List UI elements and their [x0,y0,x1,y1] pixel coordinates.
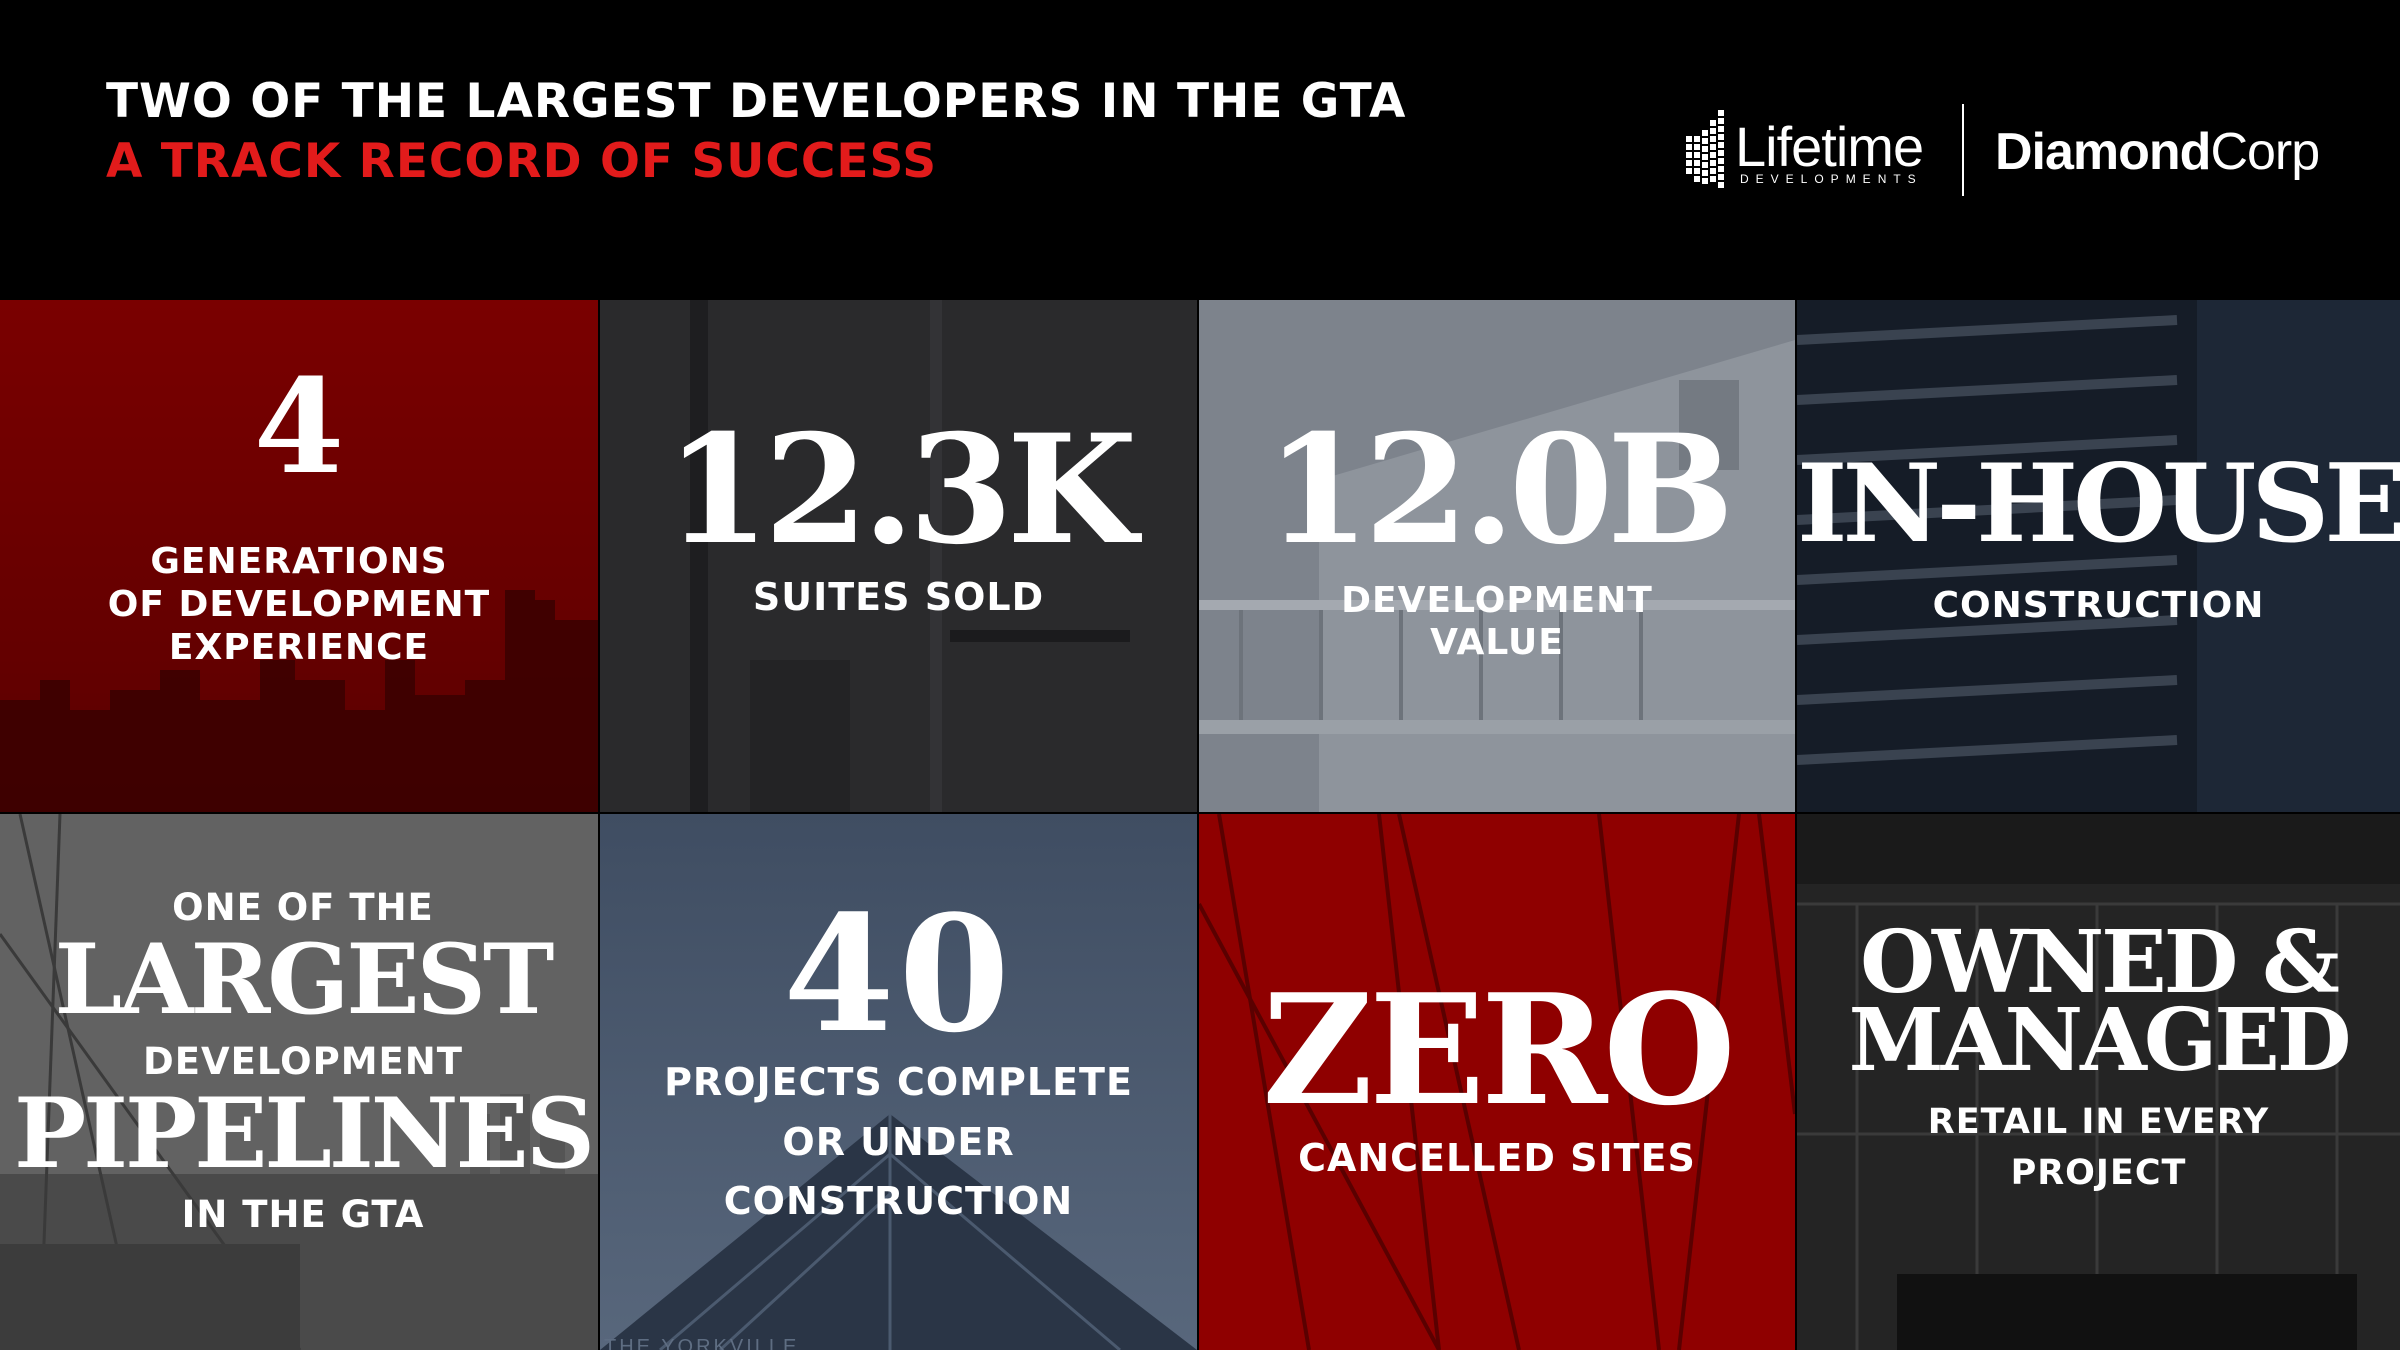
stat-tile-cancelled-sites: ZERO CANCELLED SITES [1199,814,1795,1350]
stat-tile-retail: OWNED & MANAGED RETAIL IN EVERY PROJECT [1797,814,2400,1350]
stat-tile-in-house: IN-HOUSE CONSTRUCTION [1797,300,2400,812]
partner-logos: Lifetime DEVELOPMENTS DiamondCorp [1680,100,2320,200]
stat-caption-line: VALUE [1430,622,1564,663]
stat-value: IN-HOUSE [1797,441,2400,567]
city-skyline-background [0,300,598,812]
stat-caption-line: OR UNDER [782,1120,1015,1164]
diamondcorp-logo-text: DiamondCorp [1995,123,2320,181]
stat-caption-line: DEVELOPMENT [142,1040,464,1083]
stat-value: 12.0B [1265,402,1734,578]
stat-caption-line: PROJECTS COMPLETE [664,1060,1133,1104]
stat-value: 40 [783,880,1014,1068]
page-subtitle: A TRACK RECORD OF SUCCESS [106,134,938,189]
stat-caption-line: EXPERIENCE [168,627,430,668]
header: TWO OF THE LARGEST DEVELOPERS IN THE GTA… [0,0,2400,300]
stat-caption-line: PROJECT [2010,1153,2187,1193]
lifetime-logo-subtext: DEVELOPMENTS [1740,172,1923,186]
stat-tile-generations: 4 GENERATIONS OF DEVELOPMENT EXPERIENCE [0,300,598,812]
lifetime-logo-mark-icon [1686,110,1724,188]
stat-value: PIPELINES [13,1077,595,1190]
stat-value: 4 [253,350,345,503]
stat-tile-projects: 40 PROJECTS COMPLETE OR UNDER CONSTRUCTI… [600,814,1197,1350]
logo-divider [1962,104,1964,196]
condo-balcony-background [1199,300,1795,812]
sailboat-harbour-background [0,814,598,1350]
page-title: TWO OF THE LARGEST DEVELOPERS IN THE GTA [106,74,1407,129]
building-background [600,300,1197,812]
stat-value: ZERO [1262,960,1736,1139]
stat-caption-line: SUITES SOLD [752,575,1045,619]
stat-caption-line: CONSTRUCTION [723,1179,1074,1223]
stat-tile-development-value: 12.0B DEVELOPMENT VALUE [1199,300,1795,812]
stat-caption-line: GENERATIONS [150,541,448,582]
stat-caption-line: IN THE GTA [181,1193,425,1236]
stat-value: MANAGED [1848,990,2352,1091]
glass-tower-background [600,814,1197,1350]
lifetime-logo-text: Lifetime [1735,115,1924,178]
stat-caption-line: RETAIL IN EVERY [1927,1102,2270,1142]
stat-value: LARGEST [54,923,555,1036]
tower-background [1797,300,2400,812]
stat-caption-line: CONSTRUCTION [1932,585,2265,626]
stat-caption-line: ONE OF THE [172,886,434,929]
crane-cables-background [1199,814,1795,1350]
retail-storefront-background [1797,814,2400,1350]
stat-value: OWNED & [1860,912,2340,1013]
stat-value: 12.3K [665,402,1138,578]
stat-caption-line: DEVELOPMENT [1341,580,1653,621]
stat-caption-line: CANCELLED SITES [1298,1136,1696,1180]
stat-tile-suites-sold: 12.3K SUITES SOLD [600,300,1197,812]
watermark-text: THE YORKVILLE [604,1336,800,1350]
stat-tile-pipelines: ONE OF THE LARGEST DEVELOPMENT PIPELINES… [0,814,598,1350]
stat-caption-line: OF DEVELOPMENT [107,584,491,625]
